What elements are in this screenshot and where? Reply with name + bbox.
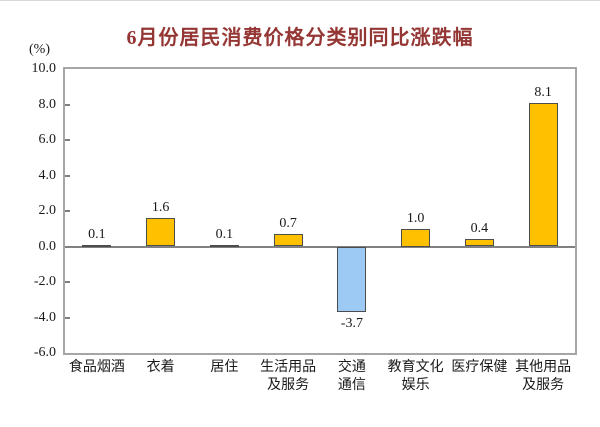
plot-area xyxy=(63,67,577,355)
category-label: 医疗保健 xyxy=(448,359,512,377)
bar-value-label: 1.0 xyxy=(406,210,425,226)
category-label-line: 交通 xyxy=(337,360,366,375)
category-label: 教育文化 娱乐 xyxy=(384,359,448,395)
y-tick-label: 6.0 xyxy=(38,132,57,147)
category-label: 生活用品 及服务 xyxy=(256,359,320,395)
category-label: 居住 xyxy=(193,359,257,377)
y-tick-label: 10.0 xyxy=(31,61,57,76)
y-tick-mark xyxy=(65,174,70,177)
bar xyxy=(146,218,176,247)
y-tick-mark xyxy=(65,139,70,141)
y-tick-label: 2.0 xyxy=(38,203,57,218)
category-label-line: 教育文化 xyxy=(387,360,444,375)
y-tick-label: -6.0 xyxy=(33,345,56,360)
category-label-line: 生活用品 xyxy=(260,360,317,375)
category-label-line: 娱乐 xyxy=(401,378,430,393)
bar-value-label: -3.7 xyxy=(340,316,363,332)
y-tick-label: 0.0 xyxy=(38,238,57,254)
bar-value-label: 1.6 xyxy=(151,200,170,216)
y-axis-unit-label: (%) xyxy=(29,42,50,57)
bar xyxy=(337,246,367,313)
y-tick-mark xyxy=(65,210,70,212)
bar-value-label: 8.1 xyxy=(534,84,552,100)
bar-value-label: 0.4 xyxy=(470,221,489,237)
chart-title: 6月份居民消费价格分类别同比涨跌幅 xyxy=(126,27,474,49)
y-tick-label: -4.0 xyxy=(33,309,56,325)
zero-axis-line xyxy=(65,245,575,248)
category-label-line: 其他用品 xyxy=(515,360,572,375)
category-label-line: 医疗保健 xyxy=(451,360,508,375)
category-label-line: 通信 xyxy=(337,378,366,393)
bar-value-label: 0.7 xyxy=(279,216,297,232)
y-tick-mark xyxy=(65,316,70,319)
bar xyxy=(82,244,112,247)
category-label: 食品烟酒 xyxy=(65,359,129,377)
bar xyxy=(273,234,303,247)
y-tick-mark xyxy=(65,103,70,106)
category-label-line: 及服务 xyxy=(267,378,310,393)
bar-value-label: 0.1 xyxy=(88,226,106,242)
bar xyxy=(528,102,558,247)
bar xyxy=(401,228,431,247)
category-label-line: 食品烟酒 xyxy=(68,360,125,375)
y-tick-label: 8.0 xyxy=(38,96,57,112)
y-tick-label: -2.0 xyxy=(33,274,56,289)
category-label: 交通 通信 xyxy=(320,359,384,395)
category-label: 衣着 xyxy=(129,359,193,377)
category-label: 其他用品 及服务 xyxy=(511,359,575,395)
y-tick-label: 4.0 xyxy=(38,167,57,183)
category-label-line: 及服务 xyxy=(522,378,565,393)
category-label-line: 居住 xyxy=(210,360,239,375)
category-label-line: 衣着 xyxy=(146,360,175,375)
bar xyxy=(464,239,494,247)
bar-value-label: 0.1 xyxy=(215,226,234,242)
y-tick-mark xyxy=(65,281,70,283)
bar xyxy=(209,244,239,247)
